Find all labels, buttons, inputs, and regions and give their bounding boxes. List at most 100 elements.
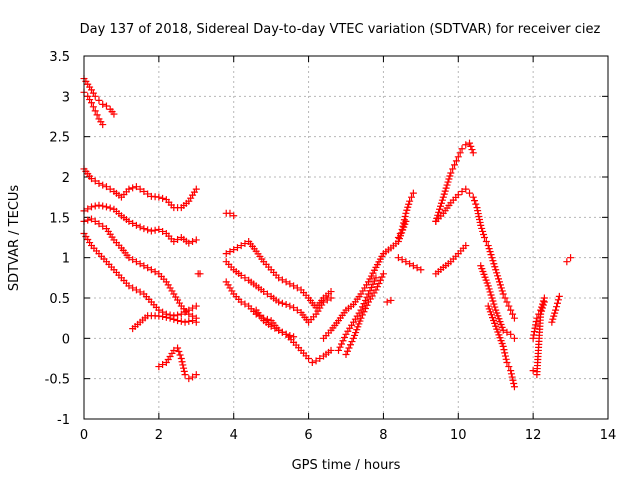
data-point xyxy=(503,298,511,306)
data-point xyxy=(509,376,517,384)
data-point xyxy=(490,260,498,268)
x-tick-label: 4 xyxy=(230,428,238,443)
data-point xyxy=(478,224,486,232)
data-point xyxy=(175,348,183,356)
data-point xyxy=(443,181,451,189)
data-point xyxy=(462,185,470,193)
data-point xyxy=(532,318,540,326)
data-point xyxy=(456,149,464,157)
data-point xyxy=(373,283,381,291)
data-point xyxy=(192,185,200,193)
series-s15 xyxy=(320,217,410,342)
data-point xyxy=(155,225,163,233)
data-point xyxy=(498,287,506,295)
data-point xyxy=(538,303,546,311)
data-point xyxy=(486,248,494,256)
data-point xyxy=(400,216,408,224)
data-point xyxy=(196,270,204,278)
data-point xyxy=(125,185,133,193)
data-point xyxy=(510,314,518,322)
data-point xyxy=(140,188,148,196)
data-point xyxy=(363,301,371,309)
series-s3 xyxy=(80,165,200,212)
data-point xyxy=(409,262,417,270)
data-point xyxy=(549,315,557,323)
data-point xyxy=(278,299,286,307)
series-s26 xyxy=(529,298,548,379)
y-tick-label: 2 xyxy=(62,171,70,186)
data-point xyxy=(357,306,365,314)
series-s12 xyxy=(222,258,335,326)
data-point xyxy=(91,217,99,225)
data-point xyxy=(338,340,346,348)
data-point xyxy=(237,271,245,279)
grid-lines xyxy=(84,56,608,419)
data-point xyxy=(106,204,114,212)
data-point xyxy=(555,292,563,300)
data-point xyxy=(454,153,462,161)
data-point xyxy=(553,303,561,311)
data-point xyxy=(540,294,548,302)
data-point xyxy=(466,189,474,197)
data-point xyxy=(358,303,366,311)
data-point xyxy=(189,304,197,312)
data-point xyxy=(316,355,324,362)
data-point xyxy=(529,367,537,375)
data-point xyxy=(293,306,301,314)
data-point xyxy=(458,188,466,196)
data-point xyxy=(358,311,366,319)
data-point xyxy=(444,178,452,186)
data-point xyxy=(548,318,556,326)
data-point xyxy=(222,250,230,258)
data-point xyxy=(140,262,148,270)
data-point xyxy=(550,312,558,320)
data-point xyxy=(361,304,369,312)
data-point xyxy=(508,373,516,381)
data-point xyxy=(170,315,178,323)
data-point xyxy=(369,280,377,288)
data-point xyxy=(335,346,343,354)
data-point xyxy=(493,269,501,277)
series-s8 xyxy=(155,344,200,383)
data-point xyxy=(125,217,133,225)
data-point xyxy=(237,298,245,306)
data-point xyxy=(91,107,99,115)
data-point xyxy=(366,287,374,295)
data-point xyxy=(404,203,412,211)
data-point xyxy=(439,193,447,201)
data-point xyxy=(535,310,543,318)
data-point xyxy=(491,263,499,271)
data-point xyxy=(95,179,103,187)
data-point xyxy=(402,258,410,266)
data-point xyxy=(102,102,110,110)
x-tick-label: 2 xyxy=(155,428,163,443)
data-point xyxy=(503,359,511,367)
data-point xyxy=(563,258,571,266)
data-point xyxy=(125,282,133,290)
data-point xyxy=(345,344,353,352)
data-point xyxy=(502,355,510,363)
data-point xyxy=(499,326,507,334)
data-point xyxy=(178,358,186,366)
data-point xyxy=(406,197,414,205)
data-point xyxy=(226,209,234,217)
data-point xyxy=(327,346,335,354)
data-point xyxy=(341,334,349,342)
data-point xyxy=(174,317,182,325)
data-point xyxy=(501,352,509,360)
data-point xyxy=(181,308,189,316)
data-point xyxy=(95,220,103,228)
data-point xyxy=(87,99,95,107)
data-point xyxy=(462,141,470,149)
data-point xyxy=(399,222,407,230)
data-point xyxy=(406,260,414,268)
plot-frame xyxy=(83,55,609,420)
data-point xyxy=(533,314,541,322)
data-point xyxy=(360,308,368,316)
data-point xyxy=(181,318,189,326)
data-point xyxy=(474,210,482,218)
data-point xyxy=(501,349,509,357)
data-point xyxy=(485,245,493,253)
data-point xyxy=(499,290,507,298)
